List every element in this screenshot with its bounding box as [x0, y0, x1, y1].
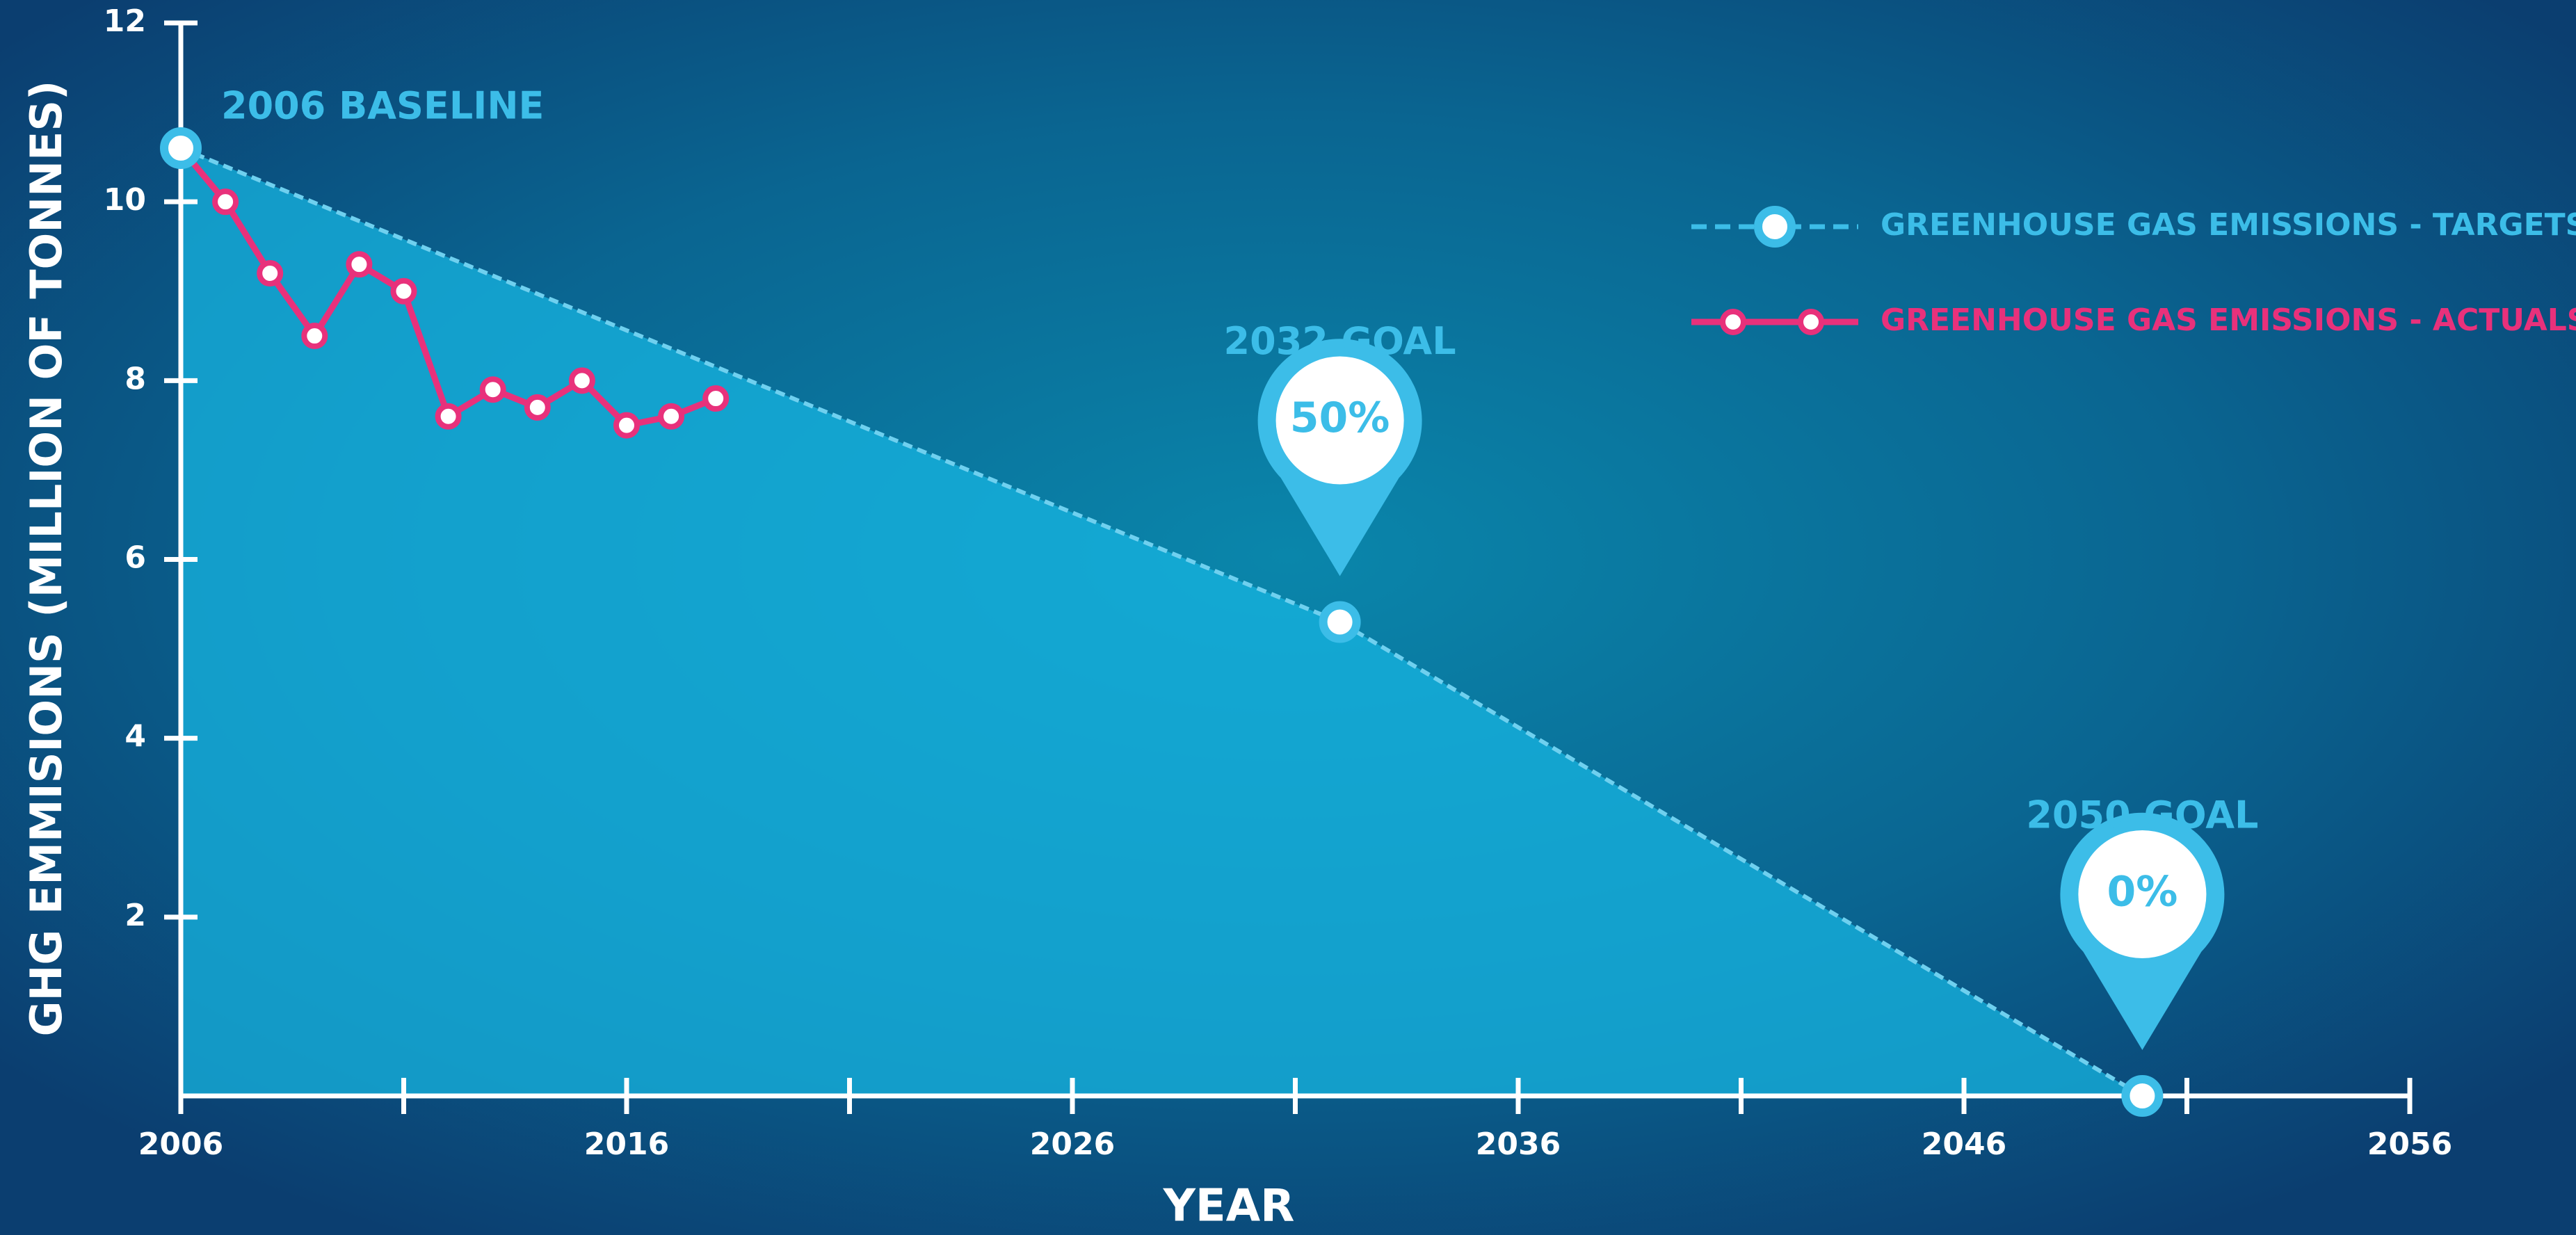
actual-point — [524, 394, 551, 421]
legend-actual-point — [1798, 309, 1824, 335]
y-tick-label: 8 — [124, 361, 146, 396]
y-tick-label: 6 — [124, 540, 146, 576]
target-point — [160, 127, 202, 170]
y-tick-label: 2 — [124, 898, 146, 933]
actual-point — [257, 260, 284, 287]
legend-label: GREENHOUSE GAS EMISSIONS - TARGETS — [1881, 207, 2576, 243]
y-tick-label: 10 — [104, 182, 146, 218]
legend-actual-point — [1720, 309, 1746, 335]
x-tick-label: 2026 — [1030, 1127, 1115, 1162]
actual-point — [390, 277, 417, 305]
annotation: 2032 GOAL — [1224, 319, 1456, 363]
x-tick-label: 2046 — [1922, 1127, 2006, 1162]
x-tick-label: 2056 — [2367, 1127, 2452, 1162]
target-point — [1319, 601, 1361, 643]
actual-point — [435, 403, 462, 430]
legend-label: GREENHOUSE GAS EMISSIONS - ACTUALS — [1881, 302, 2576, 338]
actual-point — [346, 251, 373, 278]
actual-point — [658, 403, 685, 430]
target-point — [2121, 1075, 2164, 1117]
annotation: 2006 BASELINE — [221, 84, 544, 128]
legend-target-point — [1754, 206, 1796, 248]
x-tick-label: 2036 — [1476, 1127, 1561, 1162]
actual-point — [479, 376, 506, 403]
pin-inner — [1275, 356, 1404, 485]
actual-point — [613, 412, 640, 439]
actual-point — [212, 188, 239, 216]
pin-label: 50% — [1290, 394, 1390, 442]
actual-point — [702, 385, 730, 412]
plot: 2 4 6 8 10 12 2006 2016 2026 2036 2046 2056 2006 BAS… — [104, 3, 2576, 1162]
actual-point — [301, 323, 328, 350]
x-axis-label: YEAR — [1163, 1181, 1295, 1232]
x-tick-label: 2016 — [584, 1127, 669, 1162]
actual-point — [568, 367, 595, 394]
target-line — [179, 146, 2143, 1098]
y-tick-label: 4 — [124, 719, 146, 754]
y-tick-label: 12 — [104, 3, 146, 39]
pin-inner — [2078, 830, 2207, 959]
x-tick-label: 2006 — [138, 1127, 223, 1162]
annotation: 2050 GOAL — [2026, 793, 2258, 837]
pin-label: 0% — [2107, 868, 2177, 917]
target-area — [181, 148, 2143, 1097]
y-axis-label: GHG EMMISIONS (MILLION OF TONNES) — [21, 81, 72, 1037]
